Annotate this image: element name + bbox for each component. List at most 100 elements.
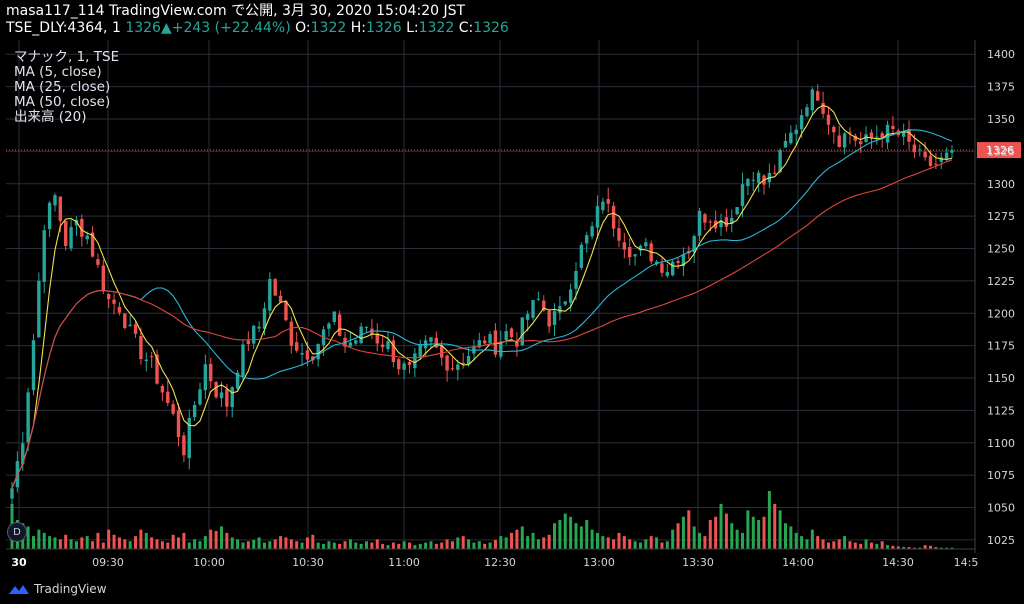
tradingview-logo-icon: [9, 585, 29, 594]
candle-body: [348, 342, 353, 347]
volume-bar: [757, 520, 761, 549]
volume-bar: [526, 536, 530, 549]
volume-bar: [182, 532, 186, 549]
candle-body: [891, 125, 895, 130]
y-tick-label: 1250: [987, 243, 1015, 256]
volume-bar: [128, 541, 132, 549]
candle-body: [622, 242, 627, 250]
candle-body: [386, 341, 390, 350]
low-label: L:: [406, 20, 419, 36]
volume-bar: [590, 529, 594, 549]
volume-bar: [391, 542, 395, 549]
legend-ma25[interactable]: MA (25, close): [14, 79, 111, 95]
volume-bar: [778, 510, 782, 549]
candle-body: [697, 210, 702, 236]
volume-bar: [773, 503, 777, 549]
candle-body: [810, 89, 815, 111]
volume-bar: [246, 541, 250, 549]
candle-body: [85, 235, 89, 240]
volume-bar: [628, 539, 632, 549]
volume-bar: [305, 537, 309, 549]
volume-bar: [284, 537, 288, 549]
y-tick-label: 1175: [987, 340, 1015, 353]
volume-bar: [219, 526, 223, 549]
y-tick-label: 1325: [987, 145, 1015, 158]
volume-bar: [26, 526, 30, 549]
candle-body: [47, 202, 52, 230]
volume-bar: [359, 543, 363, 549]
candle-body: [515, 340, 519, 347]
volume-bar: [724, 513, 728, 549]
legend-volume[interactable]: 出来高 (20): [14, 109, 87, 125]
candle-body: [692, 236, 696, 253]
volume-bar: [800, 536, 804, 549]
volume-bar: [665, 541, 669, 549]
candle-body: [821, 102, 825, 114]
candle-body: [525, 314, 530, 320]
volume-bar: [859, 543, 863, 549]
candle-body: [176, 410, 181, 438]
y-tick-label: 1100: [987, 437, 1015, 450]
candle-body: [531, 300, 535, 318]
candle-body: [96, 259, 100, 265]
volume-bar: [735, 529, 739, 549]
volume-bar: [553, 523, 557, 549]
candle-body: [654, 261, 659, 265]
price-change: +243 (+22.44%): [171, 20, 291, 36]
volume-bar: [950, 547, 954, 549]
candle-body: [90, 232, 95, 257]
y-tick-label: 1275: [987, 210, 1015, 223]
close-label: C:: [458, 20, 474, 36]
candle-body: [601, 201, 605, 211]
x-tick-label: 12:30: [484, 556, 516, 569]
volume-bar: [579, 526, 583, 549]
candle-body: [133, 324, 138, 334]
volume-bar: [134, 536, 138, 549]
candle-body: [918, 149, 922, 151]
volume-bar: [279, 536, 283, 549]
symbol-info: TSE_DLY:4364, 1 1326▲+243 (+22.44%) O:13…: [6, 20, 509, 37]
candle-body: [209, 364, 213, 382]
volume-bar: [343, 541, 347, 549]
volume-bar: [606, 537, 610, 549]
legend-symbol[interactable]: マナック, 1, TSE: [14, 49, 120, 65]
candle-body: [552, 311, 557, 325]
candle-body: [123, 313, 127, 328]
volume-bar: [381, 543, 385, 549]
footer-brand[interactable]: TradingView: [8, 579, 107, 599]
candle-body: [354, 340, 358, 344]
x-tick-label: 10:30: [292, 556, 324, 569]
volume-bar: [209, 529, 213, 549]
y-tick-label: 1300: [987, 178, 1015, 191]
legend-ma5[interactable]: MA (5, close): [14, 64, 102, 80]
candle-body: [311, 356, 315, 361]
open-value: 1322: [310, 20, 347, 36]
candle-body: [864, 134, 868, 142]
volume-bar: [638, 542, 642, 549]
candle-body: [391, 340, 396, 363]
candle-body: [332, 311, 336, 322]
volume-bar: [945, 547, 949, 549]
volume-bar: [413, 545, 417, 549]
publish-info: masa117_114 TradingView.com で公開, 3月 30, …: [6, 3, 466, 19]
x-tick-label: 13:30: [682, 556, 714, 569]
volume-bar: [826, 542, 830, 549]
chart-badge[interactable]: D: [7, 522, 27, 542]
volume-bar: [160, 541, 164, 549]
volume-bar: [332, 542, 336, 549]
last-price: 1326: [125, 20, 161, 36]
volume-bar: [708, 520, 712, 549]
candle-body: [574, 270, 578, 289]
candle-body: [155, 354, 159, 384]
candle-body: [563, 301, 567, 305]
legend-ma50[interactable]: MA (50, close): [14, 94, 111, 110]
candlesticks: [10, 84, 954, 511]
volume-bar: [751, 516, 755, 549]
x-tick-label: 09:30: [92, 556, 124, 569]
candle-body: [611, 205, 616, 229]
candle-body: [182, 435, 186, 456]
volume-bar: [354, 542, 358, 549]
candle-body: [450, 368, 455, 370]
axes: 1025 1050 1075 1100 1125 1150 1175 1200 1225 1250…: [6, 40, 1015, 569]
